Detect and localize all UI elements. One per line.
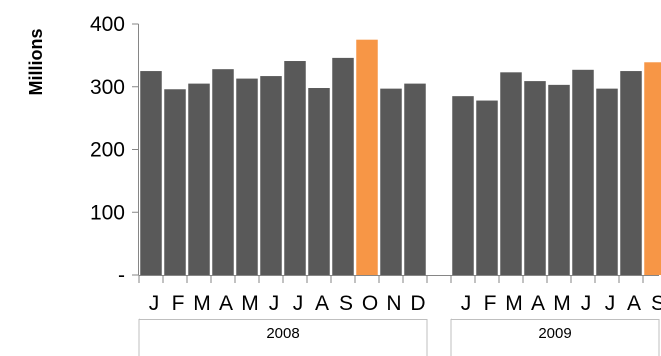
bar bbox=[596, 88, 618, 275]
bar bbox=[572, 69, 594, 276]
month-label: F bbox=[484, 292, 497, 315]
bar bbox=[548, 84, 570, 276]
y-tick-label: - bbox=[118, 264, 125, 287]
month-label: M bbox=[241, 292, 259, 315]
bar bbox=[140, 71, 162, 275]
bar bbox=[236, 78, 258, 275]
bar bbox=[308, 88, 330, 275]
bar bbox=[284, 61, 306, 276]
month-label: O bbox=[362, 292, 378, 315]
y-axis: - 100 200 300 400 bbox=[90, 13, 139, 287]
bar bbox=[524, 81, 546, 275]
month-label: M bbox=[505, 292, 523, 315]
bar bbox=[164, 89, 186, 275]
bar bbox=[212, 69, 234, 276]
month-label: J bbox=[293, 292, 304, 315]
month-label: J bbox=[149, 292, 160, 315]
y-tick-label: 300 bbox=[90, 76, 125, 99]
y-tick-label: 200 bbox=[90, 139, 125, 162]
month-label: N bbox=[386, 292, 401, 315]
bar bbox=[644, 62, 661, 276]
month-label: S bbox=[339, 292, 353, 315]
x-axis: JFMAMJJASONDJFMAMJJASO20082009 bbox=[138, 275, 661, 356]
y-tick-label: 100 bbox=[90, 201, 125, 224]
month-label: J bbox=[581, 292, 592, 315]
month-label: J bbox=[605, 292, 616, 315]
bar bbox=[620, 71, 642, 275]
y-tick-label: 400 bbox=[90, 13, 125, 36]
year-label: 2009 bbox=[538, 325, 571, 342]
bars bbox=[140, 39, 661, 276]
month-label: A bbox=[219, 292, 233, 315]
month-label: A bbox=[531, 292, 545, 315]
year-label: 2008 bbox=[266, 325, 299, 342]
month-label: J bbox=[269, 292, 280, 315]
bar bbox=[260, 76, 282, 276]
bar bbox=[380, 88, 402, 275]
month-label: M bbox=[193, 292, 211, 315]
bar bbox=[188, 83, 210, 275]
bar bbox=[356, 39, 378, 275]
month-label: M bbox=[553, 292, 571, 315]
month-label: A bbox=[627, 292, 641, 315]
bar bbox=[500, 72, 522, 275]
month-label: S bbox=[651, 292, 661, 315]
month-label: D bbox=[410, 292, 425, 315]
bar bbox=[476, 100, 498, 276]
month-label: J bbox=[461, 292, 472, 315]
bar bbox=[404, 83, 426, 275]
bar bbox=[332, 57, 354, 276]
month-label: A bbox=[315, 292, 329, 315]
bar bbox=[452, 96, 474, 275]
y-axis-label: Millions bbox=[26, 29, 46, 96]
month-label: F bbox=[172, 292, 185, 315]
